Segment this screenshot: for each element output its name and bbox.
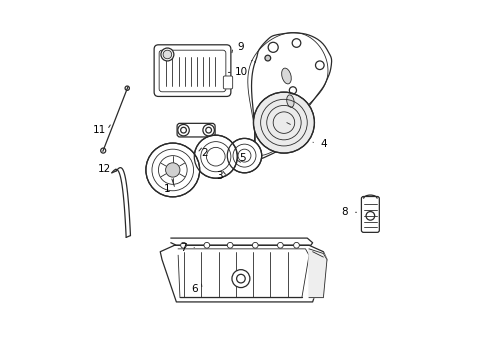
FancyBboxPatch shape: [177, 123, 215, 137]
Circle shape: [277, 242, 283, 248]
Ellipse shape: [286, 95, 293, 107]
Polygon shape: [251, 33, 331, 159]
Circle shape: [293, 242, 299, 248]
Circle shape: [227, 242, 233, 248]
Text: 9: 9: [237, 42, 244, 52]
Polygon shape: [171, 238, 312, 245]
Circle shape: [145, 143, 199, 197]
Circle shape: [252, 242, 258, 248]
Circle shape: [165, 163, 180, 177]
Text: 6: 6: [191, 284, 197, 294]
Circle shape: [203, 125, 214, 136]
Circle shape: [178, 125, 189, 136]
Text: 12: 12: [98, 164, 111, 174]
FancyBboxPatch shape: [361, 197, 379, 232]
Circle shape: [161, 48, 174, 61]
Text: 7: 7: [180, 243, 186, 253]
Circle shape: [227, 138, 261, 173]
Circle shape: [194, 135, 237, 178]
Circle shape: [253, 92, 314, 153]
Circle shape: [180, 242, 186, 248]
Text: 4: 4: [320, 139, 326, 149]
Text: 5: 5: [239, 153, 245, 163]
Polygon shape: [178, 249, 308, 298]
Text: 3: 3: [216, 171, 222, 181]
Circle shape: [264, 55, 270, 61]
FancyBboxPatch shape: [223, 76, 232, 89]
Text: 10: 10: [234, 67, 247, 77]
Circle shape: [231, 270, 249, 288]
Circle shape: [163, 50, 171, 59]
FancyBboxPatch shape: [154, 45, 230, 96]
Text: 1: 1: [164, 184, 170, 194]
Text: 11: 11: [92, 125, 106, 135]
Polygon shape: [160, 245, 326, 302]
Ellipse shape: [281, 68, 291, 84]
Polygon shape: [308, 249, 326, 298]
Text: 8: 8: [341, 207, 347, 217]
Circle shape: [203, 242, 209, 248]
Text: 2: 2: [202, 148, 208, 158]
